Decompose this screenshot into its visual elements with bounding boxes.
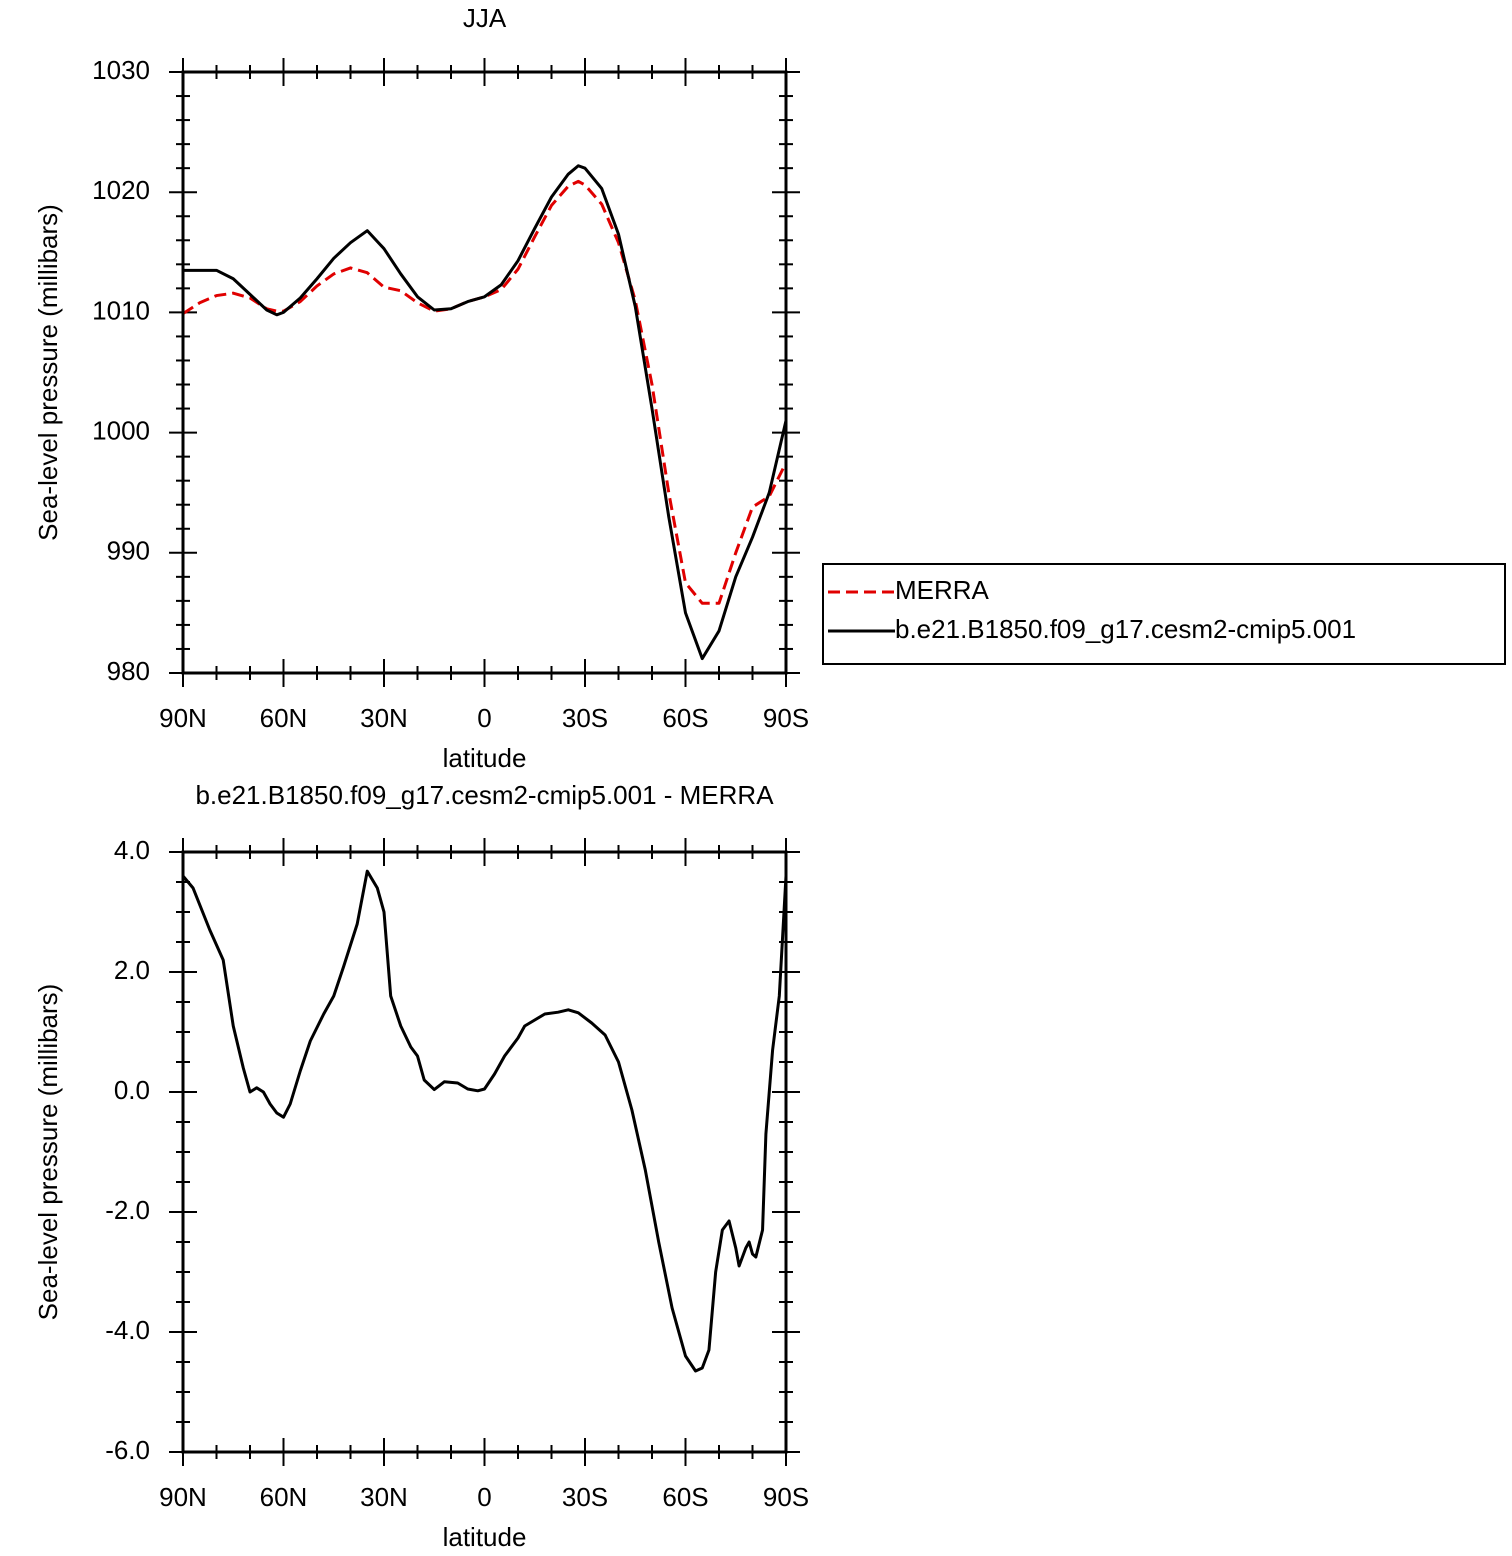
x-tick-label: 0 — [477, 1482, 491, 1512]
series-line — [181, 869, 788, 1373]
y-axis-label: Sea-level pressure (millibars) — [33, 984, 63, 1321]
y-tick-label: 980 — [107, 656, 150, 686]
y-tick-label: -4.0 — [105, 1315, 150, 1345]
x-tick-label: 60S — [662, 703, 708, 733]
y-tick-label: -2.0 — [105, 1195, 150, 1225]
x-tick-label: 60N — [260, 703, 308, 733]
x-tick-label: 0 — [477, 703, 491, 733]
series-line — [183, 164, 788, 661]
x-tick-label: 90N — [159, 1482, 207, 1512]
plot-frame — [181, 850, 788, 1454]
y-tick-label: 990 — [107, 536, 150, 566]
series-line — [182, 179, 788, 605]
legend-label: MERRA — [895, 575, 990, 605]
x-tick-label: 30S — [562, 1482, 608, 1512]
y-tick-label: 0.0 — [114, 1075, 150, 1105]
x-tick-label: 90N — [159, 703, 207, 733]
x-tick-label: 90S — [763, 1482, 809, 1512]
x-tick-label: 30N — [360, 703, 408, 733]
y-tick-label: 2.0 — [114, 955, 150, 985]
x-axis-label: latitude — [443, 743, 527, 773]
x-tick-label: 60S — [662, 1482, 708, 1512]
x-axis-label: latitude — [443, 1522, 527, 1552]
y-tick-label: 1020 — [92, 175, 150, 205]
y-axis-label: Sea-level pressure (millibars) — [33, 204, 63, 541]
x-tick-label: 90S — [763, 703, 809, 733]
y-tick-label: 1010 — [92, 295, 150, 325]
plot-frame — [181, 70, 788, 675]
x-tick-label: 30N — [360, 1482, 408, 1512]
y-tick-label: 1030 — [92, 55, 150, 85]
chart-title: b.e21.B1850.f09_g17.cesm2-cmip5.001 - ME… — [195, 780, 774, 810]
x-tick-label: 60N — [260, 1482, 308, 1512]
y-tick-label: 4.0 — [114, 835, 150, 865]
x-tick-label: 30S — [562, 703, 608, 733]
y-tick-label: 1000 — [92, 415, 150, 445]
y-tick-label: -6.0 — [105, 1435, 150, 1465]
legend-box — [822, 563, 1506, 665]
chart-title: JJA — [463, 3, 507, 33]
legend-label: b.e21.B1850.f09_g17.cesm2-cmip5.001 — [895, 614, 1356, 644]
